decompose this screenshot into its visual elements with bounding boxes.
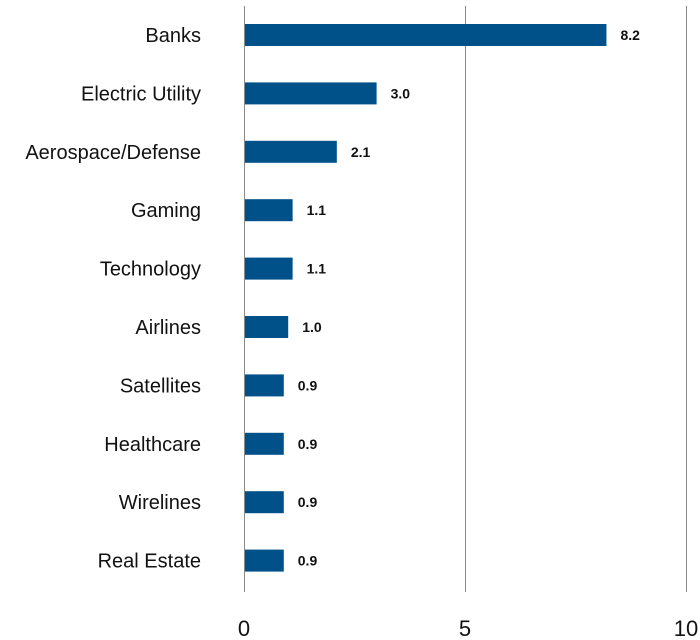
category-label-electric-utility: Electric Utility bbox=[81, 83, 201, 105]
x-tick-label-5: 5 bbox=[459, 616, 471, 640]
data-label-aerospace-defense: 2.1 bbox=[351, 144, 371, 160]
bar-real-estate bbox=[245, 549, 284, 572]
data-label-airlines: 1.0 bbox=[302, 319, 322, 335]
bar-technology bbox=[245, 257, 293, 280]
data-label-electric-utility: 3.0 bbox=[391, 85, 411, 101]
data-label-wirelines: 0.9 bbox=[298, 494, 318, 510]
category-label-gaming: Gaming bbox=[131, 200, 201, 222]
gridlines bbox=[244, 6, 687, 592]
category-label-airlines: Airlines bbox=[135, 317, 201, 339]
bar-airlines bbox=[245, 316, 289, 338]
category-label-aerospace-defense: Aerospace/Defense bbox=[25, 142, 201, 164]
data-labels: 8.2 3.0 2.1 1.1 1.1 1.0 0.9 0.9 0.9 0.9 bbox=[298, 27, 640, 569]
data-label-satellites: 0.9 bbox=[298, 377, 318, 393]
bar-satellites bbox=[245, 374, 284, 397]
bar-healthcare bbox=[245, 432, 284, 455]
category-label-banks: Banks bbox=[145, 25, 201, 47]
category-label-wirelines: Wirelines bbox=[119, 492, 201, 514]
bar-electric-utility bbox=[245, 82, 377, 105]
data-label-banks: 8.2 bbox=[620, 27, 640, 43]
bar-aerospace-defense bbox=[245, 140, 337, 163]
category-label-healthcare: Healthcare bbox=[104, 434, 201, 456]
x-tick-label-0: 0 bbox=[238, 616, 250, 640]
data-label-gaming: 1.1 bbox=[307, 202, 327, 218]
category-label-real-estate: Real Estate bbox=[98, 551, 201, 573]
category-label-satellites: Satellites bbox=[120, 375, 201, 397]
bar-gaming bbox=[245, 199, 293, 222]
bar-banks bbox=[245, 24, 607, 46]
bars bbox=[245, 24, 607, 572]
category-labels: Banks Electric Utility Aerospace/Defense Ga… bbox=[25, 25, 201, 573]
data-label-real-estate: 0.9 bbox=[298, 553, 318, 569]
data-label-technology: 1.1 bbox=[307, 261, 327, 277]
x-tick-label-10: 10 bbox=[674, 616, 698, 640]
category-label-technology: Technology bbox=[100, 259, 201, 281]
bar-wirelines bbox=[245, 491, 284, 514]
x-tick-labels: 0 5 10 bbox=[238, 616, 698, 640]
data-label-healthcare: 0.9 bbox=[298, 436, 318, 452]
